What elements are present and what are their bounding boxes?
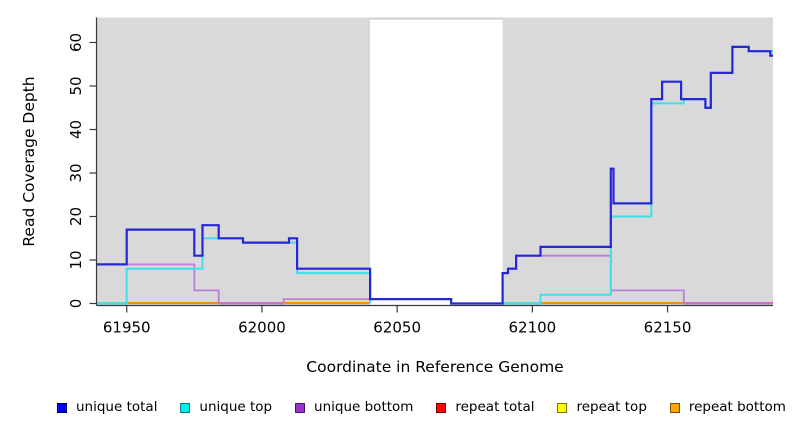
y-tick-label: 60 [67,33,85,52]
series-unique-total-line [97,45,773,305]
x-axis-title: Coordinate in Reference Genome [306,358,563,376]
unique-total-swatch-icon [57,403,67,413]
x-tick-label: 62050 [373,319,421,337]
unique-top-swatch-icon [180,403,191,413]
legend-label: repeat top [576,399,647,416]
legend-label: repeat total [455,399,535,416]
repeat-total-swatch-icon [436,403,447,413]
coverage-chart: 61950 62000 62050 62100 62150 0 10 20 30 40 50 60 R… [20,17,773,376]
legend-item-unique-bottom: unique bottom [295,401,413,415]
unique-bottom-swatch-icon [295,403,306,413]
y-tick-label: 50 [67,76,85,95]
masked-region [370,19,503,306]
axes: 61950 62000 62050 62100 62150 0 10 20 30 40 50 60 [67,17,773,337]
x-tick-label: 62000 [238,319,286,337]
y-tick-label: 10 [67,250,85,269]
x-tick-label: 62150 [644,319,692,337]
legend-item-unique-total: unique total [57,401,157,415]
legend-item-unique-top: unique top [180,401,272,415]
y-tick-label: 0 [67,299,85,309]
chart-legend: unique total unique top unique bottom re… [57,399,786,417]
legend-item-repeat-top: repeat top [557,399,647,416]
y-tick-label: 30 [67,163,85,182]
legend-item-repeat-bottom: repeat bottom [669,399,786,416]
x-tick-label: 62100 [508,319,556,337]
y-tick-label: 40 [67,120,85,139]
plot-panel [97,17,773,306]
y-tick-label: 20 [67,207,85,226]
series-lines [97,45,773,305]
x-tick-label: 61950 [103,319,151,337]
legend-label: unique bottom [314,399,414,416]
repeat-top-swatch-icon [557,403,568,413]
legend-label: unique top [199,399,273,416]
legend-label: repeat bottom [688,399,786,416]
y-axis-title: Read Coverage Depth [20,76,38,246]
repeat-bottom-swatch-icon [669,403,680,413]
legend-item-repeat-total: repeat total [436,399,535,416]
legend-label: unique total [76,399,158,416]
